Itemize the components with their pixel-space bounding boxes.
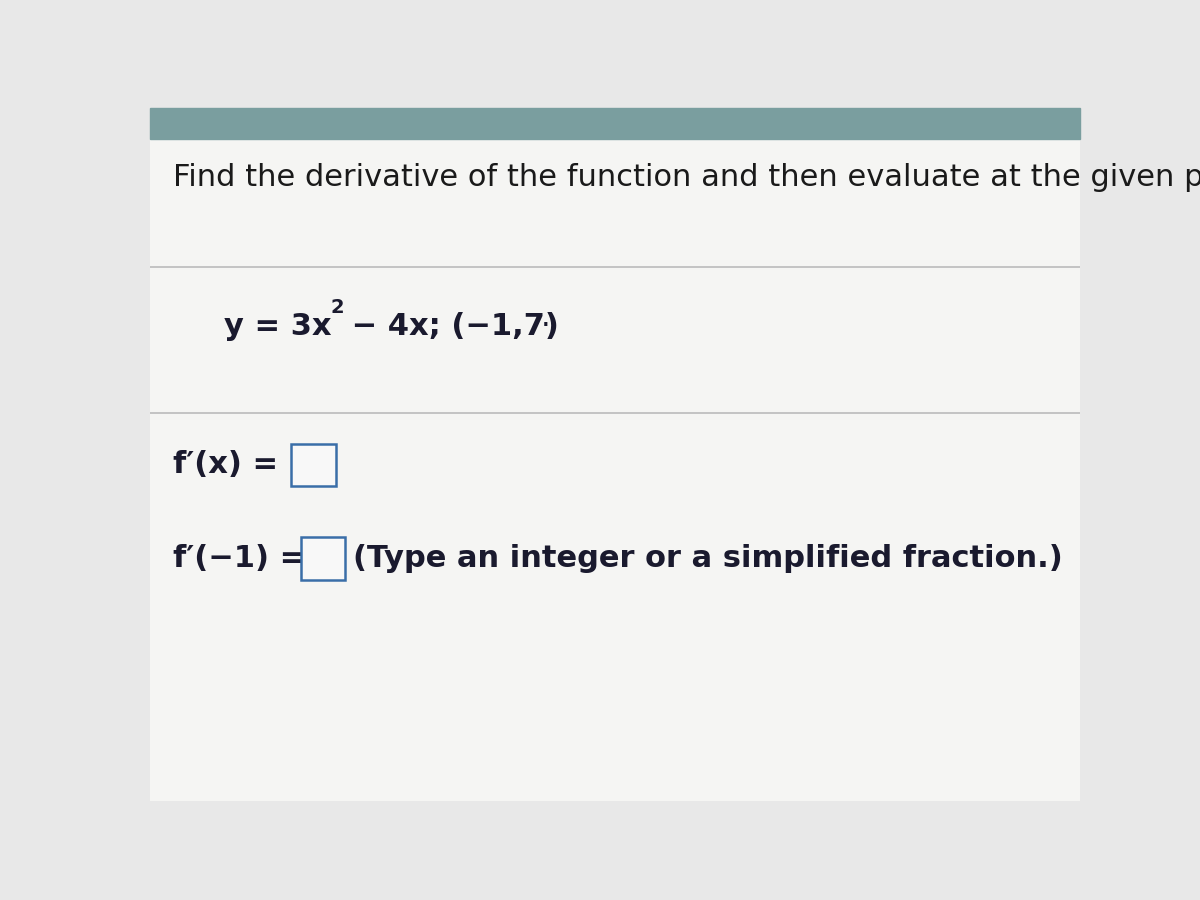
Text: f′(−1) =: f′(−1) = [173,544,306,573]
Text: y = 3x: y = 3x [224,311,332,341]
Bar [150,108,1080,140]
FancyBboxPatch shape [292,444,336,486]
Text: f′(x) =: f′(x) = [173,450,278,480]
FancyBboxPatch shape [301,537,346,580]
Text: ·: · [541,311,551,341]
Text: Find the derivative of the function and then evaluate at the given point.: Find the derivative of the function and … [173,163,1200,192]
Text: − 4x; (−1,7): − 4x; (−1,7) [341,311,558,341]
Text: 2: 2 [330,298,344,317]
Text: (Type an integer or a simplified fraction.): (Type an integer or a simplified fractio… [353,544,1062,573]
